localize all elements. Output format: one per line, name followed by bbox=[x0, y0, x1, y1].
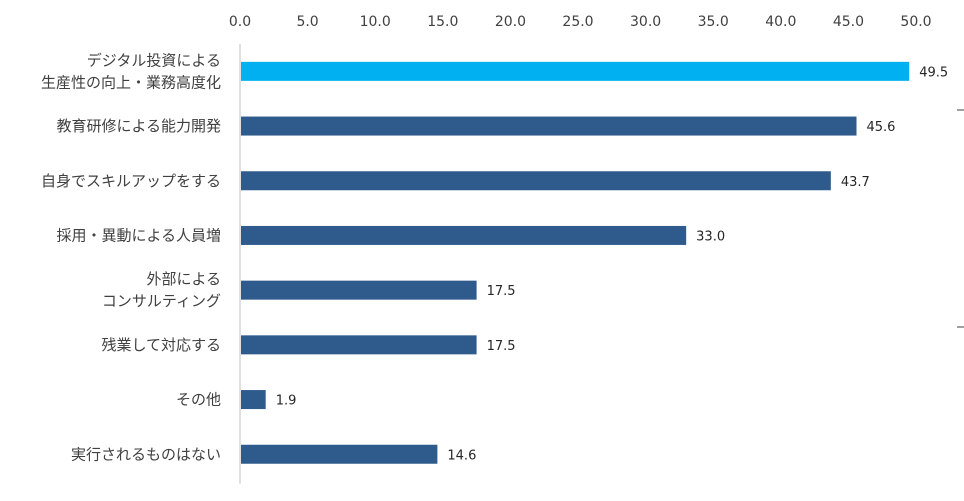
bar bbox=[241, 444, 438, 464]
x-tick-label: 20.0 bbox=[495, 14, 526, 30]
x-axis-ticks: 0.0 5.0 10.0 15.0 20.0 25.0 30.0 35.0 40.0 45.0 50… bbox=[229, 14, 932, 30]
bar bbox=[241, 390, 266, 410]
category-label: デジタル投資による bbox=[87, 51, 221, 69]
bars bbox=[241, 61, 910, 464]
x-tick-label: 40.0 bbox=[765, 14, 796, 30]
data-label: 33.0 bbox=[696, 229, 725, 244]
x-tick-label: 50.0 bbox=[900, 14, 931, 30]
value-labels: 49.5 45.6 43.7 33.0 17.5 17.5 1.9 14.6 bbox=[276, 65, 949, 463]
data-label: 17.5 bbox=[487, 339, 516, 354]
bar bbox=[241, 335, 477, 355]
x-tick-label: 25.0 bbox=[562, 14, 593, 30]
data-label: 49.5 bbox=[919, 65, 948, 80]
x-tick-label: 5.0 bbox=[296, 14, 318, 30]
bar bbox=[241, 225, 687, 245]
data-label: 43.7 bbox=[841, 175, 870, 190]
category-label: 実行されるものはない bbox=[71, 445, 221, 463]
data-label: 17.5 bbox=[487, 284, 516, 299]
x-tick-label: 15.0 bbox=[427, 14, 458, 30]
category-label: 残業して対応する bbox=[101, 336, 221, 354]
category-label: 自身でスキルアップをする bbox=[41, 172, 221, 190]
category-label: コンサルティング bbox=[102, 292, 221, 310]
data-label: 45.6 bbox=[867, 120, 896, 135]
bar bbox=[241, 61, 910, 81]
bar bbox=[241, 280, 477, 300]
bar bbox=[241, 116, 857, 136]
category-label: 生産性の向上・業務高度化 bbox=[41, 73, 221, 91]
x-tick-label: 30.0 bbox=[630, 14, 661, 30]
x-tick-label: 0.0 bbox=[229, 14, 251, 30]
data-label: 14.6 bbox=[447, 448, 476, 463]
category-labels: デジタル投資による生産性の向上・業務高度化教育研修による能力開発自身でスキルアッ… bbox=[41, 51, 221, 463]
category-label: 教育研修による能力開発 bbox=[56, 117, 221, 135]
data-label: 1.9 bbox=[276, 394, 297, 409]
bar bbox=[241, 171, 831, 191]
category-label: 採用・異動による人員増 bbox=[56, 226, 221, 244]
x-tick-label: 10.0 bbox=[360, 14, 391, 30]
x-tick-label: 35.0 bbox=[698, 14, 729, 30]
x-tick-label: 45.0 bbox=[833, 14, 864, 30]
category-label: 外部による bbox=[146, 270, 221, 288]
category-label: その他 bbox=[176, 391, 221, 409]
